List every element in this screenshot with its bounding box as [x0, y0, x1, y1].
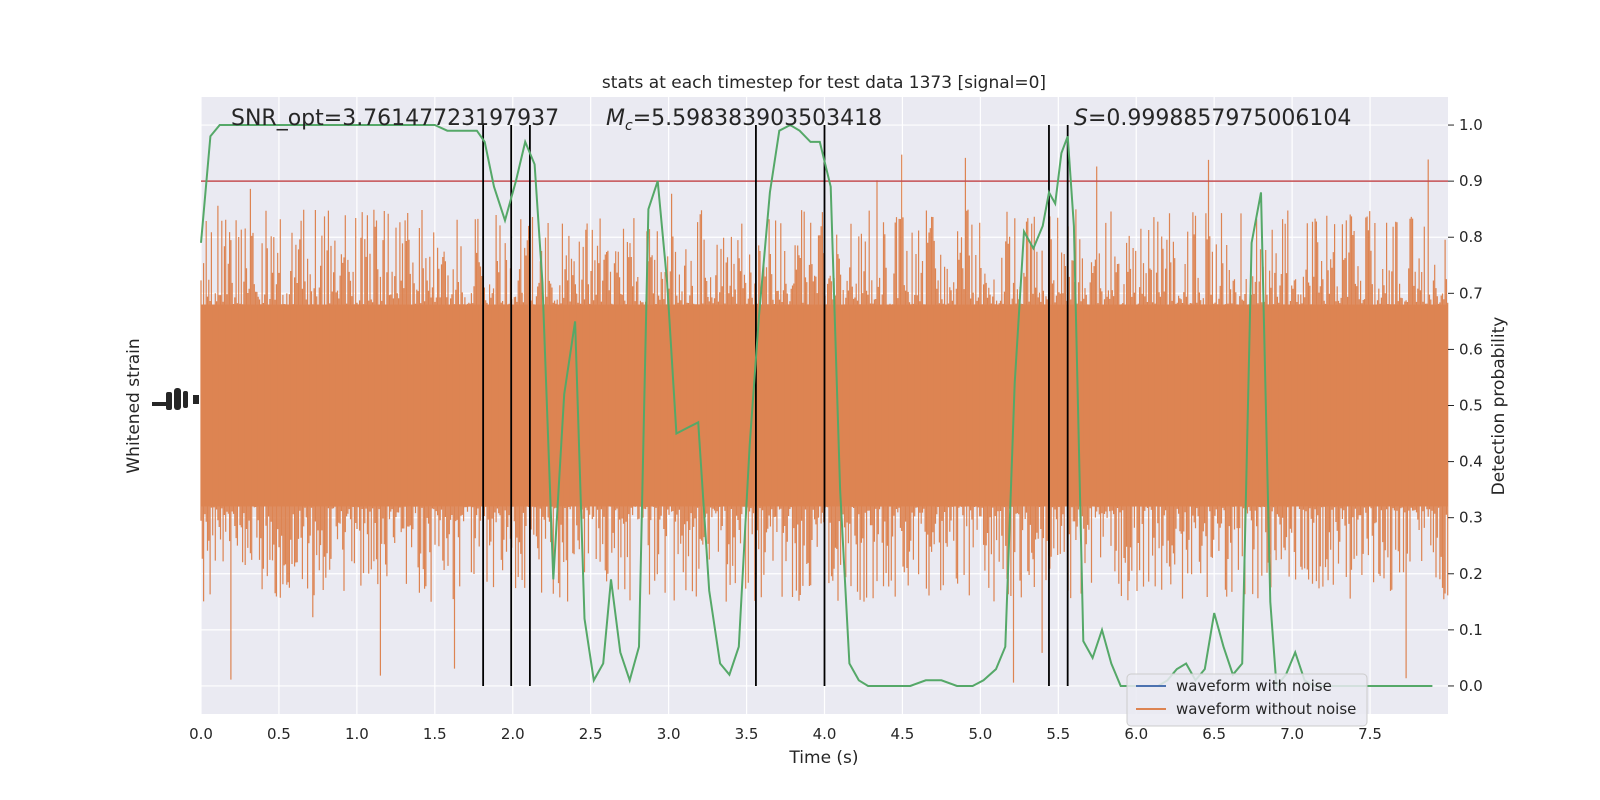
snr-annotation: SNR_opt=3.76147723197937	[231, 106, 559, 131]
chirp-mass-value: =5.598383903503418	[633, 106, 882, 131]
score-symbol: S	[1074, 106, 1088, 131]
y-tick-label: 0.8	[1459, 228, 1483, 246]
x-tick-label: 5.0	[968, 725, 992, 743]
y-tick-label: 0.6	[1459, 340, 1483, 358]
legend-label-with-noise: waveform with noise	[1176, 677, 1332, 695]
x-tick-label: 4.0	[813, 725, 837, 743]
legend-box	[1126, 673, 1368, 727]
x-tick-label: 1.5	[423, 725, 447, 743]
y-axis-right-label: Detection probability	[1489, 317, 1509, 496]
chart-title: stats at each timestep for test data 137…	[602, 73, 1046, 93]
detection-probability-line	[200, 123, 1433, 689]
x-tick-label: 1.0	[345, 725, 369, 743]
score-annotation: S=0.9998857975006104	[1074, 106, 1351, 131]
detection-probability-series	[200, 123, 1433, 689]
y-axis-left-label: Whitened strain	[124, 338, 144, 473]
x-tick-label: 4.5	[891, 725, 915, 743]
y-tick-label: 0.3	[1459, 509, 1483, 527]
y-tick-label: 0.4	[1459, 453, 1483, 471]
x-tick-label: 2.0	[501, 725, 525, 743]
x-tick-label: 5.5	[1046, 725, 1070, 743]
x-tick-label: 7.0	[1280, 725, 1304, 743]
y-axis-right-ticks: 0.0 0.1 0.2 0.3 0.4 0.5 0.6 0.7 0.8 0.9 1.0	[1448, 116, 1483, 695]
y-tick-label: 0.1	[1459, 621, 1483, 639]
y-tick-label: 1.0	[1459, 116, 1483, 134]
x-tick-label: 6.5	[1202, 725, 1226, 743]
y-tick-label: 0.2	[1459, 565, 1483, 583]
x-tick-label: 0.5	[267, 725, 291, 743]
x-tick-label: 6.0	[1124, 725, 1148, 743]
left-y-axis-clutter	[152, 388, 199, 410]
noise-spikes	[200, 154, 1449, 683]
y-tick-label: 0.0	[1459, 677, 1483, 695]
vertical-marker-lines	[482, 125, 1069, 686]
legend: waveform with noise waveform without noi…	[1126, 673, 1368, 727]
x-tick-label: 3.5	[735, 725, 759, 743]
legend-label-without-noise: waveform without noise	[1176, 700, 1356, 718]
y-tick-label: 0.9	[1459, 172, 1483, 190]
x-axis-label: Time (s)	[788, 748, 858, 768]
score-value: =0.9998857975006104	[1088, 106, 1351, 131]
x-tick-label: 7.5	[1358, 725, 1382, 743]
chirp-mass-subscript: c	[625, 118, 633, 134]
x-tick-label: 2.5	[579, 725, 603, 743]
y-tick-label: 0.7	[1459, 284, 1483, 302]
y-tick-label: 0.5	[1459, 397, 1483, 415]
chirp-mass-symbol: M	[606, 106, 625, 131]
chirp-mass-annotation: Mc=5.598383903503418	[606, 106, 882, 134]
x-tick-label: 0.0	[189, 725, 213, 743]
x-axis-ticks: 0.0 0.5 1.0 1.5 2.0 2.5 3.0 3.5 4.0 4.5 5.0 5.5 6.0 6…	[189, 725, 1382, 743]
x-tick-label: 3.0	[657, 725, 681, 743]
